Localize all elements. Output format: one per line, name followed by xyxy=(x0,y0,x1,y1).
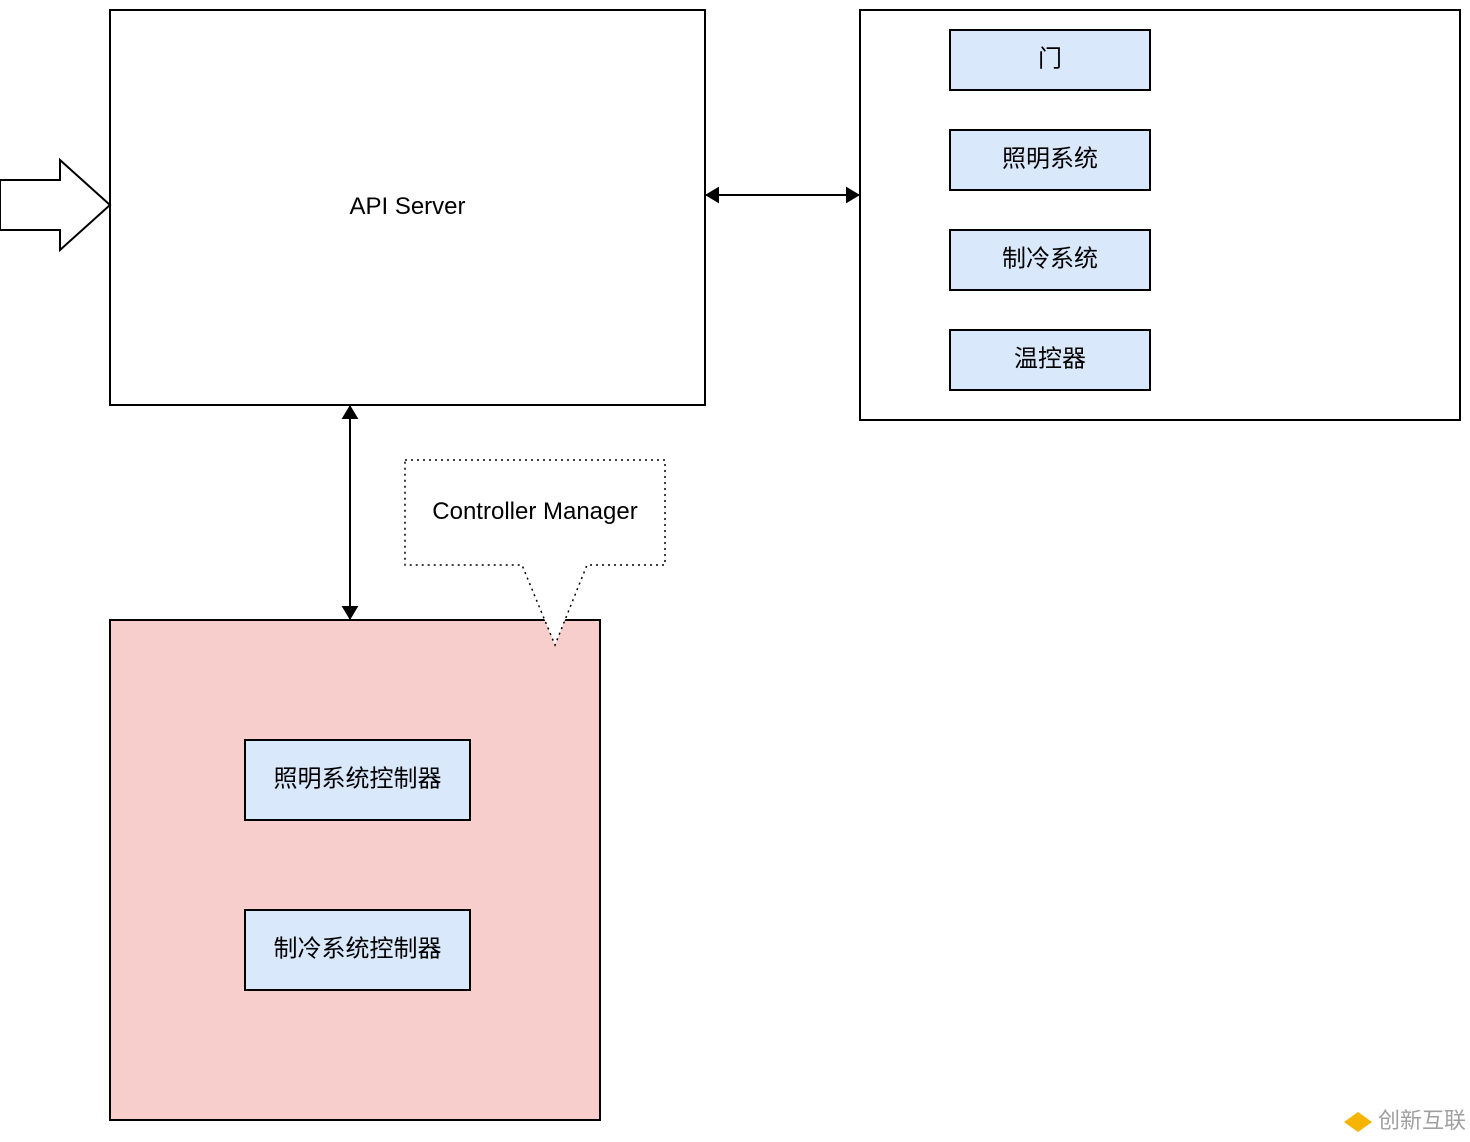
device-cooling-label: 制冷系统 xyxy=(1002,245,1098,272)
controller-cooling_ctrl-label: 制冷系统控制器 xyxy=(274,935,442,962)
box-controller_container xyxy=(110,620,600,1120)
controller-lighting_ctrl-label: 照明系统控制器 xyxy=(274,765,442,792)
device-door-label: 门 xyxy=(1038,45,1062,72)
watermark-text: 创新互联 xyxy=(1378,1108,1466,1133)
device-lighting-label: 照明系统 xyxy=(1002,145,1098,172)
box-api_server-label: API Server xyxy=(349,193,465,220)
controller-manager-callout-label: Controller Manager xyxy=(432,498,637,525)
architecture-diagram: API Server 门照明系统制冷系统温控器照明系统控制器制冷系统控制器 Cont… xyxy=(0,0,1470,1142)
device-thermostat-label: 温控器 xyxy=(1014,345,1086,372)
